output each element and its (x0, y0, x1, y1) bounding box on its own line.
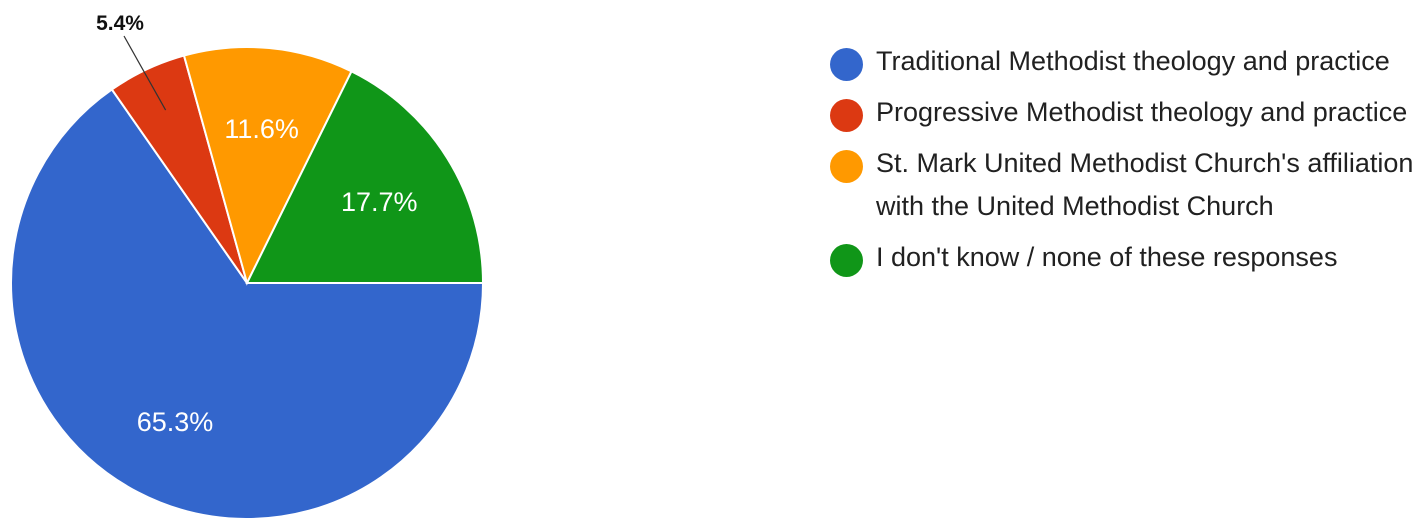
slice-label-progressive: 5.4% (96, 12, 144, 35)
slice-label-dont-know: 17.7% (341, 187, 418, 217)
legend-item-affiliation[interactable]: St. Mark United Methodist Church's affil… (830, 142, 1415, 228)
legend-label-progressive: Progressive Methodist theology and pract… (876, 97, 1408, 127)
legend-item-progressive[interactable]: Progressive Methodist theology and pract… (830, 91, 1415, 134)
pie-slice-dont-know[interactable] (245, 70, 485, 284)
legend-label-traditional: Traditional Methodist theology and pract… (876, 46, 1390, 76)
legend-swatch-progressive (830, 99, 863, 132)
pie-slice-traditional[interactable] (10, 88, 485, 518)
chart-legend: Traditional Methodist theology and pract… (830, 40, 1415, 287)
leader-line-progressive (123, 35, 167, 111)
legend-swatch-affiliation (830, 150, 863, 183)
legend-item-dont-know[interactable]: I don't know / none of these responses (830, 236, 1415, 279)
legend-swatch-dont-know (830, 244, 863, 277)
legend-swatch-traditional (830, 48, 863, 81)
legend-label-affiliation: St. Mark United Methodist Church's affil… (876, 148, 1414, 221)
slice-label-affiliation: 11.6% (224, 114, 299, 144)
slice-label-traditional: 65.3% (137, 407, 214, 437)
legend-label-dont-know: I don't know / none of these responses (876, 242, 1338, 272)
pie-slice-affiliation[interactable] (182, 46, 353, 286)
legend-item-traditional[interactable]: Traditional Methodist theology and pract… (830, 40, 1415, 83)
